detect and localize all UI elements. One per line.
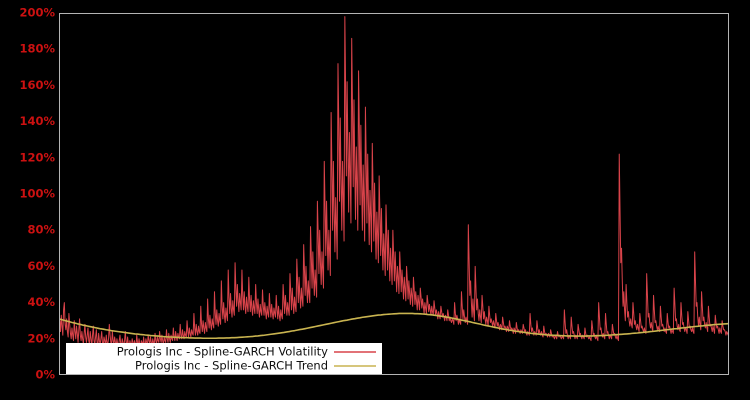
legend-label-trend: Prologis Inc - Spline-GARCH Trend	[135, 359, 328, 373]
y-axis-tick-label: 160%	[19, 78, 55, 92]
y-axis-tick-label: 40%	[27, 295, 55, 309]
volatility-line	[59, 16, 729, 349]
trend-line	[59, 312, 729, 340]
y-axis-tick-label: 0%	[35, 368, 55, 382]
y-axis-tick-label: 100%	[19, 187, 55, 201]
y-axis-tick-label: 140%	[19, 114, 55, 128]
y-axis-tick-label: 120%	[19, 150, 55, 164]
y-axis-tick-label: 20%	[27, 331, 55, 345]
y-axis-tick-label: 180%	[19, 42, 55, 56]
plot-area-background	[59, 13, 729, 375]
legend-label-volatility: Prologis Inc - Spline-GARCH Volatility	[117, 345, 328, 359]
plot-area-border	[59, 13, 729, 375]
y-axis-tick-label: 200%	[19, 6, 55, 20]
data-series-group	[59, 16, 729, 349]
y-axis-tick-labels: 0% 20% 40% 60% 80% 100% 120% 140% 160% 180% 200%	[19, 6, 55, 382]
y-axis-tick-label: 80%	[27, 223, 55, 237]
legend-background	[66, 343, 382, 374]
chart-legend[interactable]: Prologis Inc - Spline-GARCH VolatilityPr…	[66, 343, 382, 374]
y-axis-tick-label: 60%	[27, 259, 55, 273]
